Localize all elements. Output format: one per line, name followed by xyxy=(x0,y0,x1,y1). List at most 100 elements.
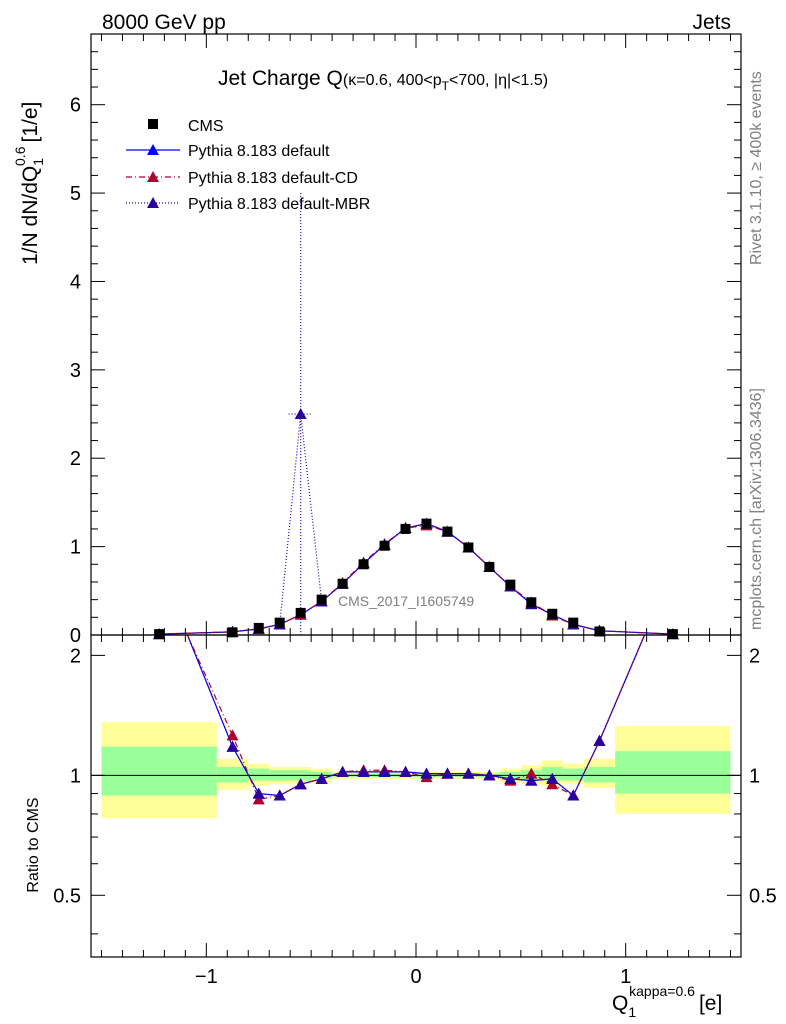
cms-point-0 xyxy=(154,629,165,640)
y-tick-label-3: 3 xyxy=(70,360,81,382)
legend-marker-mbr xyxy=(147,197,159,208)
ratio-series-2-point-15 xyxy=(546,772,559,784)
ratio-plot-data xyxy=(186,634,646,805)
x-axis-label-main: Q xyxy=(612,992,628,1015)
green-band-11 xyxy=(615,751,731,794)
ratio-series-2-point-0 xyxy=(226,740,239,752)
legend-label-default: Pythia 8.183 default xyxy=(188,143,330,160)
green-band-0 xyxy=(101,746,217,796)
green-band-9 xyxy=(562,768,584,781)
ratio-series-2-point-12 xyxy=(483,769,496,781)
y-axis-label-main: 1/N dN/dQ xyxy=(19,166,42,265)
y-axis-label-sup: 0.6 xyxy=(12,146,28,166)
y-tick-label-4: 4 xyxy=(70,271,81,293)
x-axis-label: Q1 kappa=0.6[e] xyxy=(612,983,722,1020)
mcplots-label: mcplots.cern.ch [arXiv:1306.3436] xyxy=(748,388,765,630)
cms-point-13 xyxy=(484,561,495,572)
y-axis-label-sub: 1 xyxy=(30,158,46,166)
ratio-series-2-point-16 xyxy=(567,789,580,801)
ratio-y-axis-label: Ratio to CMS xyxy=(25,797,42,892)
cms-point-18 xyxy=(594,626,605,637)
chart-title: Jet Charge Q(κ=0.6, 400<pT<700, |η|<1.5) xyxy=(218,67,548,93)
chart-title-sub-tail: <700, |η|<1.5) xyxy=(449,72,548,89)
main-plot-data xyxy=(153,193,679,640)
x-tick-label-1: 0 xyxy=(410,966,421,988)
cms-point-19 xyxy=(667,629,678,640)
category-label: Jets xyxy=(692,11,731,34)
ratio-series-1-point-14 xyxy=(525,767,538,779)
cms-point-10 xyxy=(421,518,432,529)
legend-marker-cms xyxy=(148,119,158,129)
ratio-tick-label-left-2: 2 xyxy=(70,645,81,667)
ratio-series-2-point-4 xyxy=(315,772,328,784)
ratio-series-2-point-10 xyxy=(441,767,454,779)
ratio-series-2-point-9 xyxy=(420,767,433,779)
cms-point-15 xyxy=(526,597,537,608)
x-tick-label-2: 1 xyxy=(620,966,631,988)
cms-point-11 xyxy=(442,526,453,537)
ratio-series-1-point-1 xyxy=(252,793,265,805)
ratio-series-2-point-17 xyxy=(593,734,606,746)
ratio-tick-label-right-0: 0.5 xyxy=(749,885,777,907)
cms-point-8 xyxy=(379,540,390,551)
cms-point-9 xyxy=(400,523,411,534)
x-axis-label-sub: 1 xyxy=(628,1004,636,1020)
ratio-series-2-point-6 xyxy=(357,765,370,777)
y-axis-label-unit: [1/e] xyxy=(19,102,42,143)
chart-title-sub: (κ=0.6, 400<p xyxy=(343,72,442,89)
rivet-label: Rivet 3.1.10, ≥ 400k events xyxy=(748,71,765,265)
cms-point-7 xyxy=(358,559,369,570)
cms-point-16 xyxy=(547,608,558,619)
ratio-tick-label-left-0: 0.5 xyxy=(53,885,81,907)
ratio-tick-label-right-2: 2 xyxy=(749,645,760,667)
cms-point-5 xyxy=(316,594,327,605)
cms-point-3 xyxy=(274,617,285,628)
analysis-label: CMS_2017_I1605749 xyxy=(338,593,474,609)
y-tick-label-2: 2 xyxy=(70,448,81,470)
ratio-series-line-2 xyxy=(186,634,646,797)
green-band-2 xyxy=(248,768,270,781)
ratio-tick-label-right-1: 1 xyxy=(749,765,760,787)
legend-label-cd: Pythia 8.183 default-CD xyxy=(188,170,358,187)
ratio-series-2-point-1 xyxy=(252,787,265,799)
axes: 0 1 2 3 4 5 6 0.5 0.5 1 1 2 2 −1 0 1 xyxy=(53,33,777,988)
green-band-10 xyxy=(583,766,616,783)
ratio-series-2-point-7 xyxy=(378,765,391,777)
legend-marker-default xyxy=(147,144,159,155)
cms-point-12 xyxy=(463,542,474,553)
y-tick-label-1: 1 xyxy=(70,537,81,559)
y-axis-label: 1/N dN/dQ10.6 [1/e] xyxy=(12,102,46,265)
legend: CMS Pythia 8.183 default Pythia 8.183 de… xyxy=(126,118,370,213)
main-series-line-1 xyxy=(159,524,673,635)
legend-label-mbr: Pythia 8.183 default-MBR xyxy=(188,196,370,213)
x-axis-label-sup: kappa=0.6 xyxy=(629,983,695,999)
energy-label: 8000 GeV pp xyxy=(102,11,226,34)
cms-point-1 xyxy=(227,627,238,638)
cms-point-17 xyxy=(568,617,579,628)
ratio-series-2-point-13 xyxy=(504,772,517,784)
uncertainty-bands xyxy=(91,722,741,819)
y-tick-label-5: 5 xyxy=(70,183,81,205)
cms-point-2 xyxy=(253,622,264,633)
cms-point-14 xyxy=(505,579,516,590)
ratio-series-2-point-2 xyxy=(273,789,286,801)
ratio-series-2-point-14 xyxy=(525,774,538,786)
cms-point-4 xyxy=(295,607,306,618)
y-tick-label-6: 6 xyxy=(70,95,81,117)
x-tick-label-0: −1 xyxy=(195,966,218,988)
ratio-series-2-point-8 xyxy=(399,765,412,777)
x-axis-label-unit: [e] xyxy=(699,992,722,1015)
ratio-series-1-point-0 xyxy=(226,729,239,741)
chart-title-sub-index: T xyxy=(442,79,450,93)
cms-point-6 xyxy=(337,578,348,589)
legend-label-cms: CMS xyxy=(188,118,224,135)
chart-title-main: Jet Charge Q xyxy=(218,67,343,90)
ratio-series-2-point-11 xyxy=(462,767,475,779)
legend-marker-cd xyxy=(147,171,159,182)
y-tick-label-0: 0 xyxy=(70,625,81,647)
ratio-series-2-point-5 xyxy=(336,765,349,777)
ratio-series-2-point-3 xyxy=(294,778,307,790)
ratio-tick-label-left-1: 1 xyxy=(70,765,81,787)
ratio-series-line-1 xyxy=(186,634,646,801)
